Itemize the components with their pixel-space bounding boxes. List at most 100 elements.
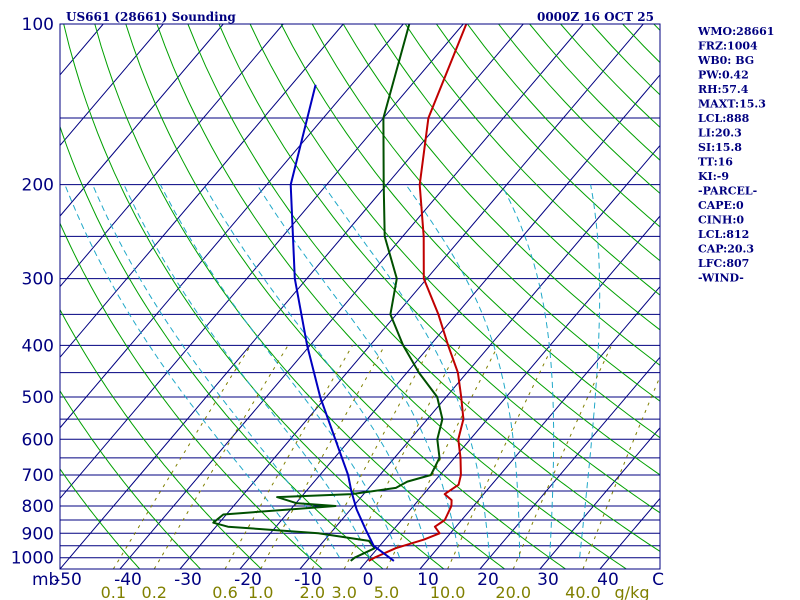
mixing-ratio-label: 1.0	[248, 583, 273, 600]
mixing-ratio-label: 0.6	[212, 583, 237, 600]
parcel-trace	[289, 84, 395, 562]
pressure-tick-label: 400	[22, 336, 54, 356]
index-line: LFC:807	[698, 257, 749, 270]
pressure-tick-label: 300	[22, 270, 54, 290]
pressure-tick-label: 100	[22, 15, 54, 35]
temperature-tick-label: -20	[234, 570, 262, 590]
isotherm-line	[359, 215, 660, 569]
mixing-ratio-line	[582, 375, 660, 569]
valid-time: 0000Z 16 OCT 25	[537, 10, 654, 24]
isotherm-line	[419, 285, 660, 569]
index-line: LCL:812	[698, 228, 749, 241]
temperature-tick-label: 10	[417, 570, 439, 590]
isotherm-line	[179, 24, 644, 569]
temperature-tick-label: -30	[174, 570, 202, 590]
mixing-ratio-label: 10.0	[430, 583, 466, 600]
plot-frame	[59, 23, 661, 570]
isotherm-line	[60, 24, 404, 429]
mixing-ratio-line	[260, 345, 386, 569]
dry-adiabat	[342, 24, 660, 366]
isotherm-line	[60, 24, 464, 500]
isotherm-line	[119, 24, 584, 569]
dry-adiabat	[404, 24, 660, 296]
moist-adiabat	[123, 184, 371, 558]
dry-adiabat	[311, 24, 660, 402]
isotherm-line	[60, 24, 284, 288]
isotherm-line	[60, 24, 524, 569]
index-line: SI:15.8	[698, 141, 742, 154]
mixing-ratio-label: 20.0	[495, 583, 531, 600]
dry-adiabat	[60, 125, 384, 569]
mixing-ratio-label: 2.0	[300, 583, 325, 600]
index-line: TT:16	[698, 156, 733, 169]
temperature-tick-label: -10	[294, 570, 322, 590]
mixing-ratio-line	[224, 345, 353, 569]
dry-adiabat	[280, 24, 660, 439]
temperature-tick-label: -40	[114, 570, 142, 590]
dry-adiabat	[60, 389, 201, 569]
moist-adiabat	[92, 184, 341, 558]
dry-adiabat	[249, 24, 660, 476]
pressure-tick-label: 600	[22, 430, 54, 450]
moist-adiabat	[322, 184, 491, 558]
index-line: PW:0.42	[698, 69, 749, 82]
temperature-tick-label: -50	[54, 570, 82, 590]
grid-layer	[60, 24, 660, 569]
moist-adiabat	[203, 184, 431, 558]
isotherm-line	[539, 427, 660, 569]
index-line: WB0: BG	[697, 54, 754, 67]
moist-adiabat	[256, 184, 461, 558]
pressure-tick-label: 500	[22, 388, 54, 408]
index-line: FRZ:1004	[698, 40, 758, 53]
isotherm-line	[60, 24, 344, 359]
pressure-tick-label: 900	[22, 524, 54, 544]
index-line: RH:57.4	[698, 83, 749, 96]
index-line: LCL:888	[698, 112, 750, 125]
mixing-ratio-label: 0.2	[142, 583, 167, 600]
mixing-ratio-label: 0.1	[101, 583, 126, 600]
mixing-ratio-label: 3.0	[332, 583, 357, 600]
dry-adiabat	[435, 24, 660, 262]
axis-layer: 100 200 300 400 500 600 700 800 900 1000-50 -40 -30…	[11, 15, 664, 600]
mixing-ratio-label: 5.0	[374, 583, 399, 600]
index-line: KI:-9	[698, 170, 729, 183]
temperature-trace	[368, 24, 468, 562]
station-title: US661 (28661) Sounding	[66, 10, 236, 24]
pressure-tick-label: 800	[22, 497, 54, 517]
pressure-tick-label: 1000	[11, 549, 54, 569]
dry-adiabat	[63, 24, 445, 569]
moist-adiabat	[405, 184, 521, 558]
dry-adiabat	[94, 24, 505, 569]
moist-adiabat	[579, 184, 601, 558]
series-layer	[212, 24, 468, 562]
temperature-tick-label: 40	[597, 570, 619, 590]
dry-adiabat	[218, 24, 660, 514]
isotherm-line	[479, 356, 660, 569]
moist-adiabat	[501, 184, 555, 558]
index-line: LI:20.3	[698, 127, 742, 140]
pressure-tick-label: 700	[22, 466, 54, 486]
moist-adiabat	[64, 184, 311, 558]
temperature-tick-label: 30	[537, 570, 559, 590]
dry-adiabat	[60, 468, 141, 569]
index-line: -PARCEL-	[698, 185, 757, 198]
isotherm-line	[60, 24, 224, 217]
mixing-ratio-unit: g/kg	[615, 583, 650, 600]
index-line: CAPE:0	[698, 199, 744, 212]
mixing-ratio-line	[311, 345, 432, 569]
dry-adiabat	[187, 24, 660, 553]
mixing-ratio-label: 40.0	[565, 583, 601, 600]
index-line: CINH:0	[698, 214, 744, 227]
dry-adiabat	[373, 24, 660, 331]
dry-adiabat	[156, 24, 627, 569]
index-line: CAP:20.3	[698, 243, 754, 256]
index-line: MAXT:15.3	[698, 98, 766, 111]
dewpoint-trace	[212, 24, 444, 562]
pressure-tick-label: 200	[22, 176, 54, 196]
mixing-ratio-line	[447, 345, 554, 569]
mixing-ratio-line	[343, 345, 461, 569]
temperature-tick-label: 20	[477, 570, 499, 590]
dry-adiabat	[60, 308, 262, 569]
